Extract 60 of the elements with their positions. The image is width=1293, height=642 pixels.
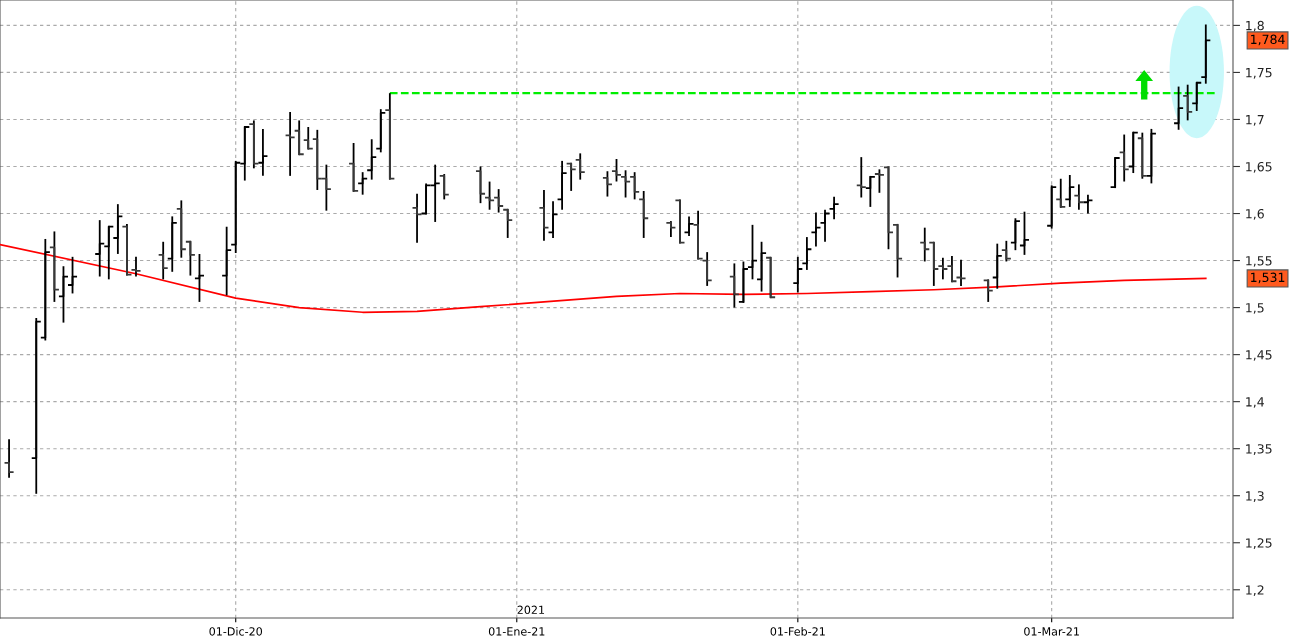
candlestick (222, 226, 232, 296)
candlestick (548, 201, 558, 238)
candlestick (1174, 86, 1184, 130)
candlestick (104, 225, 114, 280)
x-tick-label: 01-Feb-21 (770, 627, 825, 636)
candlestick (167, 216, 177, 272)
candlestick (358, 172, 368, 195)
y-tick-label: 1,4 (1246, 397, 1264, 408)
candlestick (1146, 128, 1156, 184)
candlestick (920, 227, 930, 262)
candlestick (113, 204, 123, 254)
candlestick (557, 160, 567, 210)
candlestick (793, 256, 803, 293)
y-tick-label: 1,7 (1246, 115, 1264, 126)
x-tick-label: 01-Dic-20 (209, 627, 263, 636)
text: 1,531 (1251, 272, 1285, 284)
text: 1,784 (1251, 34, 1285, 46)
candlestick (802, 237, 812, 270)
candlestick (376, 109, 386, 153)
annotation: 2021 (517, 605, 545, 614)
y-tick-label: 1,75 (1246, 68, 1272, 79)
candlestick (992, 243, 1002, 289)
candlestick (738, 261, 748, 303)
candlestick (1192, 81, 1202, 111)
candlestick (95, 220, 105, 277)
line-series (0, 243, 1207, 314)
x-tick-label: 01-Ene-21 (488, 627, 545, 636)
candlestick (1010, 218, 1020, 251)
y-tick-label: 1,45 (1246, 350, 1272, 361)
candlestick (1065, 174, 1075, 207)
y-tick-label: 1,6 (1246, 209, 1264, 220)
y-tick-label: 1,35 (1246, 444, 1272, 455)
y-tick-label: 1,55 (1246, 256, 1272, 267)
candlestick (874, 169, 884, 193)
candlestick (40, 238, 50, 341)
candlestick (1128, 131, 1138, 174)
y-tick-label: 1,3 (1246, 491, 1264, 502)
candlestick (367, 139, 377, 180)
candlestick (757, 241, 767, 292)
x-tick-label: 01-Mar-21 (1024, 627, 1079, 636)
y-tick-label: 1,25 (1246, 538, 1272, 549)
candlestick (938, 257, 948, 280)
candlestick (811, 212, 821, 247)
candlestick (829, 196, 839, 220)
candlestick (31, 317, 41, 494)
candlestick (865, 175, 875, 207)
candlestick (258, 128, 268, 176)
y-tick-label: 1,5 (1246, 303, 1264, 314)
y-tick-label: 1,8 (1246, 20, 1264, 32)
candlestick (1201, 24, 1211, 84)
candlestick (285, 111, 295, 176)
candlestick (611, 159, 622, 182)
candlestick (1110, 157, 1120, 189)
y-tick-label: 1,65 (1246, 161, 1272, 173)
y-tick-label: 1,2 (1246, 585, 1264, 596)
candlestick (820, 209, 830, 242)
candlestick (131, 256, 141, 277)
candlestick (58, 266, 68, 323)
candlestick (1083, 194, 1093, 214)
candlestick (1047, 185, 1057, 229)
